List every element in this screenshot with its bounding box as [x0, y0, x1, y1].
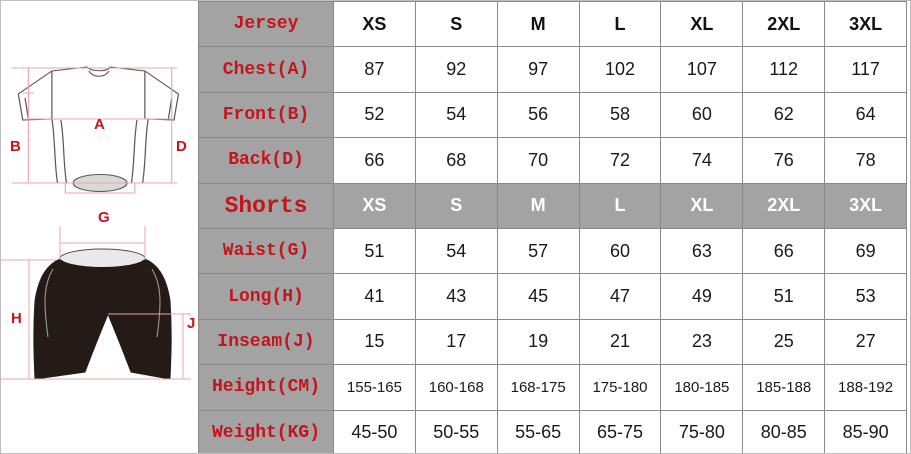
svg-text:G: G: [98, 209, 110, 226]
svg-text:H: H: [11, 310, 22, 327]
svg-text:J: J: [187, 315, 195, 332]
svg-text:D: D: [176, 138, 187, 155]
svg-text:B: B: [10, 138, 21, 155]
svg-text:A: A: [94, 116, 105, 133]
